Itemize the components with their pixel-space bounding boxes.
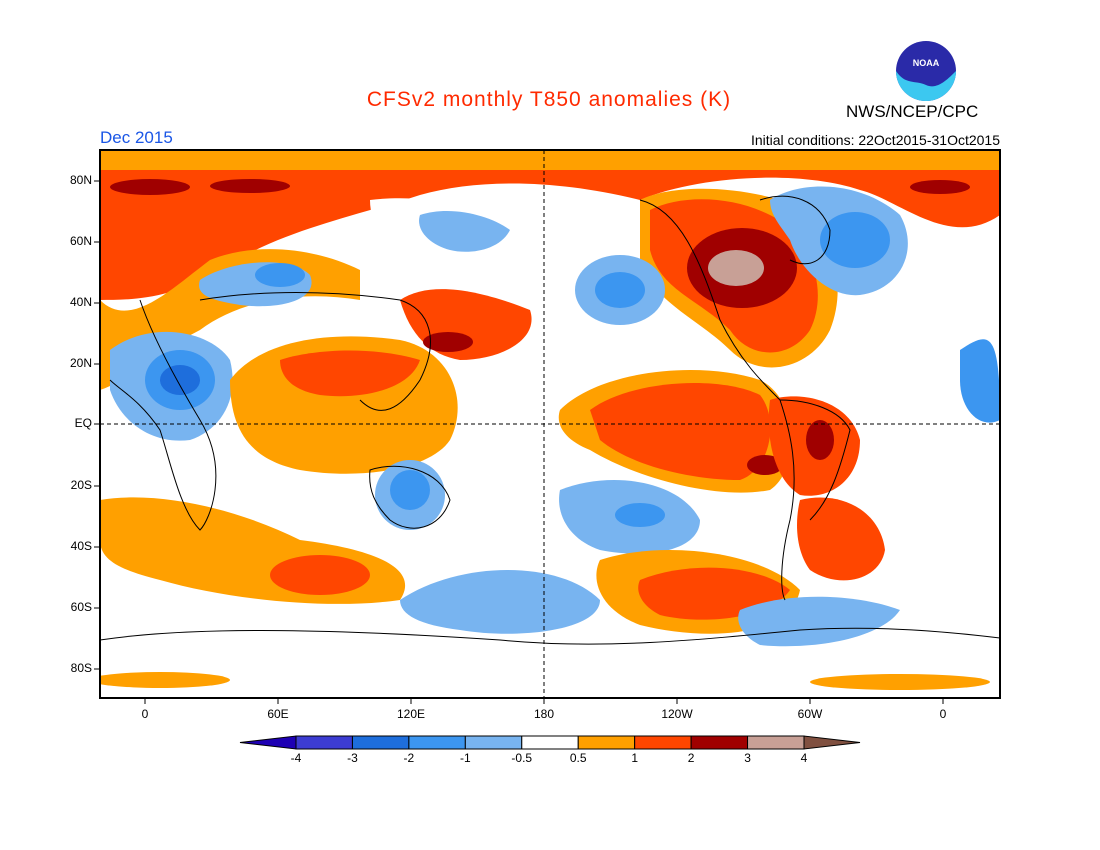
chart-title: CFSv2 monthly T850 anomalies (K) (366, 88, 732, 111)
y-tick-label: 20N (69, 356, 92, 370)
colorbar-tick-label: -0.5 (511, 751, 533, 765)
colorbar-segment (747, 735, 805, 750)
agency-label: NWS/NCEP/CPC (846, 102, 979, 121)
colorbar-segment (690, 735, 749, 750)
y-tick-label: 60N (69, 234, 92, 248)
colorbar-segment (351, 735, 410, 750)
colorbar-segment (295, 735, 353, 750)
anomaly-field (100, 150, 1000, 698)
y-tick-label: 80S (70, 661, 92, 675)
valid-month-label: Dec 2015 (100, 128, 173, 147)
colorbar-segment (521, 735, 579, 750)
x-tick-label: 120E (396, 707, 426, 721)
y-tick-label: 40N (69, 295, 92, 309)
y-tick-label: 40S (70, 539, 92, 553)
logo-text: NOAA (913, 58, 940, 68)
colorbar-tick-label: -4 (290, 751, 302, 765)
colorbar-tick-label: -1 (459, 751, 471, 765)
x-tick-label: 0 (141, 707, 149, 721)
colorbar-segment (408, 735, 466, 750)
initial-conditions-label: Initial conditions: 22Oct2015-31Oct2015 (750, 132, 1000, 148)
x-tick-label: 60E (267, 707, 289, 721)
colorbar-segment (634, 735, 692, 750)
y-tick-label: 20S (70, 478, 92, 492)
colorbar-segment (577, 735, 636, 750)
y-tick-label: 80N (69, 173, 92, 187)
coastlines (100, 195, 1000, 645)
noaa-logo-icon: NOAA (896, 41, 956, 101)
colorbar-tick-label: 3 (744, 751, 751, 765)
colorbar-max-arrow (803, 735, 861, 750)
tick-marks (94, 180, 944, 704)
x-tick-label: 120W (661, 707, 693, 721)
colorbar-segment (464, 735, 523, 750)
x-tick-label: 180 (533, 707, 555, 721)
colorbar-tick-label: -3 (347, 751, 358, 765)
y-tick-label: EQ (74, 416, 92, 430)
colorbar (239, 735, 861, 750)
colorbar-tick-label: 1 (631, 751, 638, 765)
colorbar-tick-label: 2 (687, 751, 695, 765)
colorbar-tick-label: -2 (403, 751, 415, 765)
x-tick-label: 60W (797, 707, 823, 721)
x-tick-label: 0 (939, 707, 947, 721)
y-tick-label: 60S (70, 600, 92, 614)
colorbar-min-arrow (239, 735, 297, 750)
colorbar-tick-label: 0.5 (569, 751, 587, 765)
colorbar-tick-label: 4 (800, 751, 808, 765)
